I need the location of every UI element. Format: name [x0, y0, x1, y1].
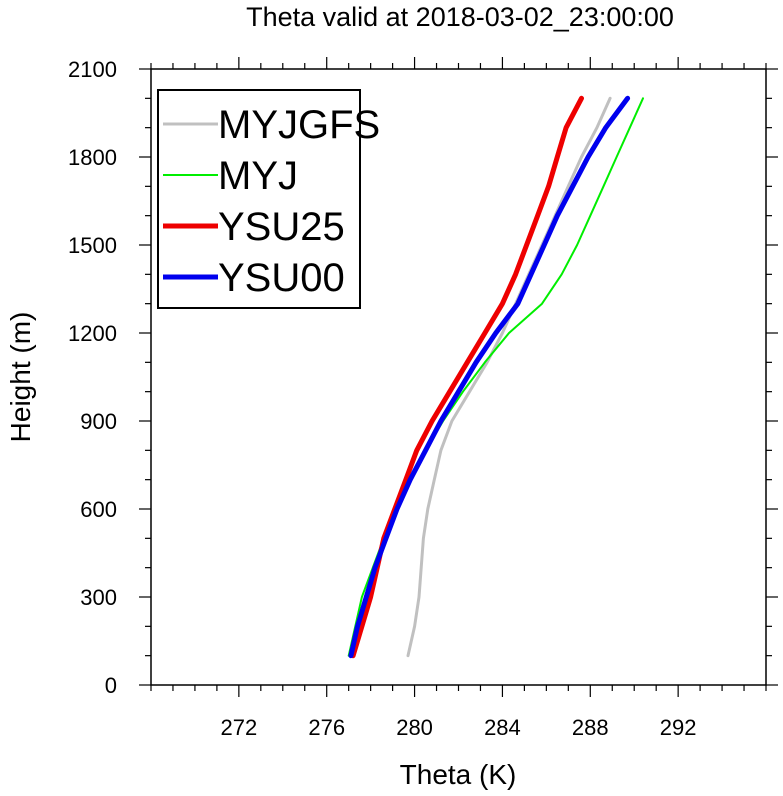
legend-label: MYJ — [218, 154, 298, 198]
y-tick-label: 1800 — [68, 145, 117, 170]
series-line-myjgfs — [406, 96, 612, 658]
x-tick-label: 280 — [396, 715, 433, 740]
x-tick-label: 272 — [220, 715, 257, 740]
x-axis-label: Theta (K) — [400, 759, 517, 790]
y-tick-label: 1200 — [68, 321, 117, 346]
y-axis-label: Height (m) — [5, 312, 36, 443]
y-tick-label: 1500 — [68, 233, 117, 258]
legend-label: YSU00 — [218, 256, 345, 300]
x-tick-labels: 272 276 280 284 288 292 — [220, 715, 696, 740]
plot-frame — [150, 68, 767, 686]
chart-title: Theta valid at 2018-03-02_23:00:00 — [246, 2, 674, 32]
series-line-ysu00 — [348, 95, 631, 659]
x-tick-label: 292 — [660, 715, 697, 740]
x-tick-label: 288 — [572, 715, 609, 740]
legend: MYJGFS MYJ YSU25 YSU00 — [157, 89, 380, 309]
y-tick-label: 600 — [80, 497, 117, 522]
series-line-myj — [347, 97, 644, 657]
y-tick-label: 300 — [80, 585, 117, 610]
legend-box — [157, 89, 361, 309]
axis-ticks — [139, 57, 778, 697]
y-tick-label: 900 — [80, 409, 117, 434]
series-lines — [347, 95, 644, 659]
x-tick-label: 276 — [308, 715, 345, 740]
legend-label: YSU25 — [218, 205, 345, 249]
legend-label: MYJGFS — [218, 103, 380, 147]
x-tick-label: 284 — [484, 715, 521, 740]
y-tick-label: 0 — [105, 673, 117, 698]
y-tick-label: 2100 — [68, 57, 117, 82]
y-tick-labels: 0 300 600 900 1200 1500 1800 2100 — [68, 57, 117, 698]
